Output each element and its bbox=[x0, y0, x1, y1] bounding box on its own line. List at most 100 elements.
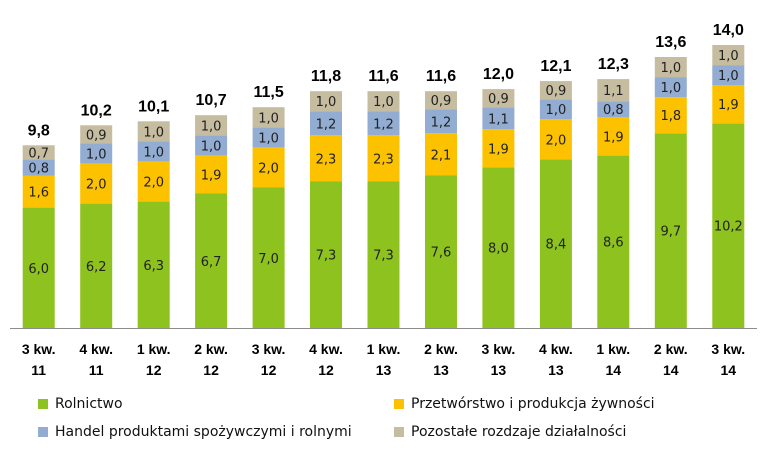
x-tick-label-8-1: 13 bbox=[491, 362, 507, 378]
x-tick-label-4-0: 3 kw. bbox=[252, 341, 286, 357]
bar-segment-3-4 bbox=[252, 107, 285, 128]
segment-label-0-0: 6,0 bbox=[28, 262, 49, 277]
bar-segment-0-2 bbox=[137, 201, 170, 329]
x-tick-label-3-1: 12 bbox=[203, 362, 219, 378]
legend-label-rolnictwo: Rolnictwo bbox=[55, 396, 123, 412]
segment-label-3-2: 1,0 bbox=[143, 125, 164, 140]
bar-segment-2-5 bbox=[310, 111, 342, 136]
segment-label-1-7: 2,1 bbox=[431, 148, 452, 163]
segment-label-0-10: 8,6 bbox=[603, 236, 624, 251]
segment-label-2-6: 1,2 bbox=[373, 117, 394, 132]
legend-label-przetworstwo: Przetwórstwo i produkcja żywności bbox=[411, 396, 655, 412]
segment-label-3-9: 0,9 bbox=[546, 84, 567, 99]
bar-segment-1-11 bbox=[654, 97, 687, 134]
bar-segment-3-5 bbox=[310, 91, 342, 112]
bar-segment-0-4 bbox=[252, 187, 285, 328]
bar-segment-0-1 bbox=[80, 203, 113, 328]
segment-label-3-10: 1,1 bbox=[603, 84, 624, 99]
total-label-0: 9,8 bbox=[28, 122, 50, 139]
x-tick-label-11-0: 2 kw. bbox=[654, 341, 688, 357]
total-label-2: 10,1 bbox=[138, 98, 169, 115]
segment-label-1-1: 2,0 bbox=[86, 178, 107, 193]
x-tick-label-0-0: 3 kw. bbox=[22, 341, 56, 357]
bar-segment-1-12 bbox=[712, 85, 745, 124]
legend-item-przetworstwo: Przetwórstwo i produkcja żywności bbox=[394, 396, 655, 412]
bar-segment-2-8 bbox=[482, 107, 515, 130]
segment-label-1-8: 1,9 bbox=[488, 142, 509, 157]
bar-segment-2-4 bbox=[252, 127, 285, 148]
bar-segment-1-5 bbox=[310, 135, 342, 182]
segment-label-0-6: 7,3 bbox=[373, 249, 394, 264]
bar-segment-3-10 bbox=[597, 79, 630, 102]
bar-segment-0-5 bbox=[310, 181, 342, 328]
x-tick-label-2-1: 12 bbox=[146, 362, 162, 378]
segment-label-2-10: 0,8 bbox=[603, 103, 624, 118]
x-tick-label-12-1: 14 bbox=[721, 362, 737, 378]
bar-segment-1-0 bbox=[22, 175, 55, 208]
x-tick-labels: 3 kw. 11 4 kw. 11 1 kw. 12 2 kw. 12 3 kw. 12 4 kw.… bbox=[22, 341, 745, 378]
x-tick-label-5-1: 12 bbox=[318, 362, 334, 378]
segment-label-0-9: 8,4 bbox=[546, 238, 567, 253]
bar-segment-0-6 bbox=[367, 181, 400, 328]
segment-label-3-5: 1,0 bbox=[316, 95, 337, 110]
segment-label-0-11: 9,7 bbox=[660, 225, 681, 240]
x-tick-label-10-1: 14 bbox=[606, 362, 622, 378]
segment-label-3-3: 1,0 bbox=[201, 119, 222, 134]
segment-label-3-11: 1,0 bbox=[660, 61, 681, 76]
bar-segment-3-7 bbox=[425, 91, 457, 110]
total-label-10: 12,3 bbox=[598, 56, 629, 73]
legend-swatch-przetworstwo bbox=[394, 399, 404, 409]
bar-segment-3-2 bbox=[137, 121, 170, 142]
bar-segment-1-3 bbox=[195, 155, 228, 194]
bar-segment-1-10 bbox=[597, 117, 630, 156]
x-tick-label-9-0: 4 kw. bbox=[539, 341, 573, 357]
segment-label-2-4: 1,0 bbox=[258, 131, 279, 146]
total-label-8: 12,0 bbox=[483, 66, 514, 83]
x-tick-label-0-1: 11 bbox=[31, 362, 46, 378]
bar-segment-0-11 bbox=[654, 133, 687, 328]
segment-label-3-7: 0,9 bbox=[431, 94, 452, 109]
legend-item-rolnictwo: Rolnictwo bbox=[38, 396, 123, 412]
bar-segment-1-8 bbox=[482, 129, 515, 168]
segment-label-3-8: 0,9 bbox=[488, 92, 509, 107]
segment-label-3-1: 0,9 bbox=[86, 128, 107, 143]
x-tick-label-6-1: 13 bbox=[376, 362, 392, 378]
segment-label-3-4: 1,0 bbox=[258, 111, 279, 126]
bar-segment-1-9 bbox=[539, 119, 572, 160]
bar-segment-0-7 bbox=[425, 175, 457, 328]
bar-segment-3-6 bbox=[367, 91, 400, 112]
bar-segment-0-0 bbox=[22, 207, 55, 328]
bar-segment-3-0 bbox=[22, 145, 55, 160]
bar-segment-2-6 bbox=[367, 111, 400, 136]
bar-segment-1-7 bbox=[425, 133, 457, 176]
bar-segment-3-8 bbox=[482, 89, 515, 108]
x-tick-label-3-0: 2 kw. bbox=[194, 341, 228, 357]
total-label-5: 11,8 bbox=[311, 68, 341, 85]
bar-segment-1-2 bbox=[137, 161, 170, 202]
segment-label-0-4: 7,0 bbox=[258, 252, 279, 267]
segment-label-1-6: 2,3 bbox=[373, 152, 394, 167]
total-label-3: 10,7 bbox=[196, 92, 227, 109]
bar-segment-2-11 bbox=[654, 77, 687, 98]
segment-label-0-5: 7,3 bbox=[316, 249, 337, 264]
segment-label-0-2: 6,3 bbox=[143, 259, 164, 274]
segment-label-2-2: 1,0 bbox=[143, 145, 164, 160]
segment-label-0-1: 6,2 bbox=[86, 260, 107, 275]
segment-label-1-0: 1,6 bbox=[28, 186, 49, 201]
segment-label-1-2: 2,0 bbox=[143, 176, 164, 191]
bar-segment-3-12 bbox=[712, 45, 745, 66]
segment-label-2-3: 1,0 bbox=[201, 139, 222, 154]
segment-label-0-7: 7,6 bbox=[431, 246, 452, 261]
segment-label-3-6: 1,0 bbox=[373, 95, 394, 110]
total-label-4: 11,5 bbox=[253, 84, 283, 101]
segment-label-3-12: 1,0 bbox=[718, 49, 739, 64]
legend-item-handel: Handel produktami spożywczymi i rolnymi bbox=[38, 424, 352, 440]
segment-label-1-3: 1,9 bbox=[201, 169, 222, 184]
segment-label-0-12: 10,2 bbox=[714, 220, 743, 235]
legend-swatch-handel bbox=[38, 427, 48, 437]
segment-label-1-11: 1,8 bbox=[660, 109, 681, 124]
total-label-9: 12,1 bbox=[540, 58, 571, 75]
total-label-6: 11,6 bbox=[368, 68, 398, 85]
total-label-1: 10,2 bbox=[81, 102, 112, 119]
bar-segment-0-12 bbox=[712, 123, 745, 328]
